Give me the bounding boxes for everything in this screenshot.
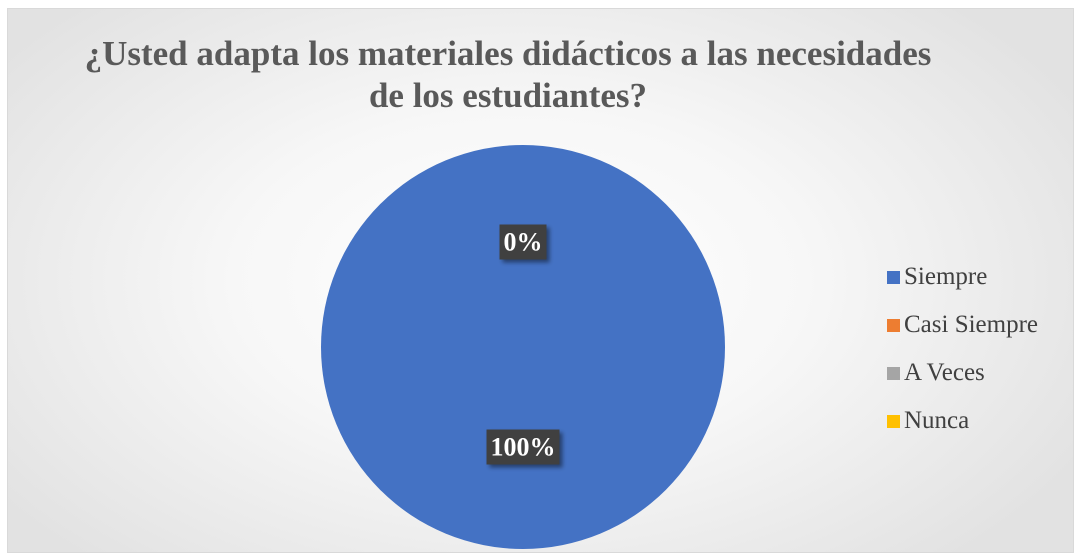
legend-swatch-casi-siempre [887, 318, 900, 332]
legend-label-a-veces: A Veces [904, 359, 985, 386]
chart-title-line-1: ¿Usted adapta los materiales didácticos … [84, 34, 932, 73]
data-label-0-text: 0% [504, 228, 543, 257]
legend-label-casi-siempre: Casi Siempre [904, 311, 1039, 338]
chart-area: ¿Usted adapta los materiales didácticos … [7, 8, 1074, 553]
data-label-0-box [499, 224, 547, 260]
legend-label-siempre: Siempre [904, 263, 988, 290]
legend-label-nunca: Nunca [904, 407, 970, 434]
chart-title: ¿Usted adapta los materiales didácticos … [8, 33, 1008, 117]
pie-slice-siempre [321, 145, 725, 549]
data-label-100-box [486, 429, 560, 465]
data-label-100-text: 100% [491, 433, 556, 462]
legend-swatch-siempre [887, 270, 900, 284]
legend-item-a-veces: A Veces [887, 349, 1073, 397]
data-label-0: 0% [499, 224, 547, 260]
pie-chart: 100% 0% [321, 145, 725, 549]
legend: Siempre Casi Siempre A Veces Nunca [887, 253, 1073, 445]
chart-title-line-2: de los estudiantes? [368, 76, 648, 115]
legend-item-siempre: Siempre [887, 253, 1073, 301]
legend-item-nunca: Nunca [887, 397, 1073, 445]
legend-swatch-a-veces [887, 366, 900, 380]
legend-item-casi-siempre: Casi Siempre [887, 301, 1073, 349]
legend-swatch-nunca [887, 414, 900, 428]
data-label-100: 100% [486, 429, 560, 465]
